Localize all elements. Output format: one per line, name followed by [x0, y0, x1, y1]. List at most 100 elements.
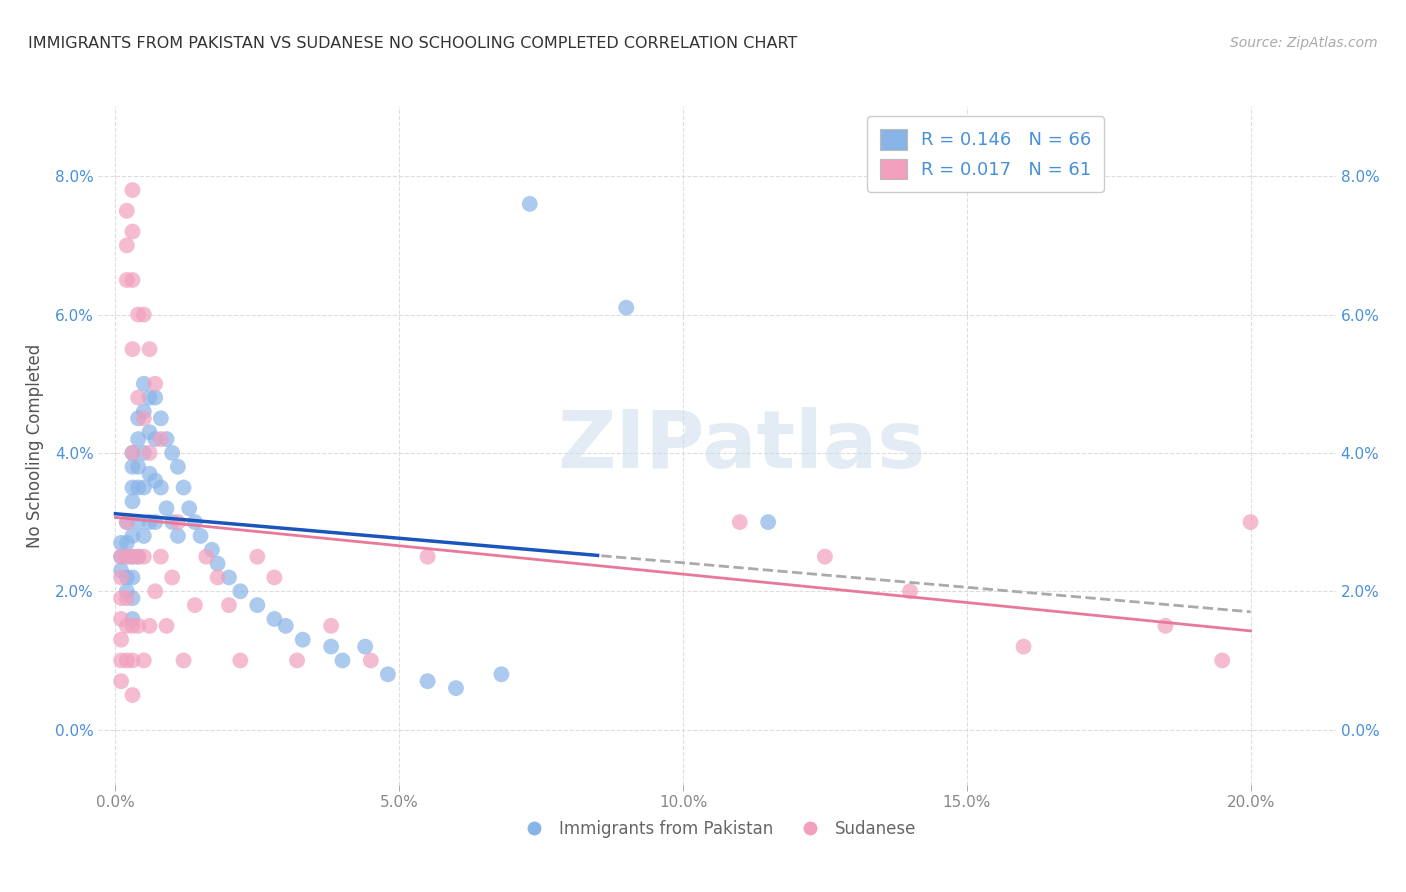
Point	[149, 481, 172, 495]
Point	[121, 591, 143, 606]
Point	[143, 432, 166, 446]
Point	[614, 301, 637, 315]
Point	[291, 632, 314, 647]
Point	[127, 481, 149, 495]
Point	[138, 446, 160, 460]
Point	[121, 446, 143, 460]
Point	[110, 591, 132, 606]
Point	[898, 584, 921, 599]
Point	[132, 549, 155, 564]
Point	[160, 570, 183, 584]
Point	[167, 515, 190, 529]
Point	[149, 411, 172, 425]
Point	[127, 619, 149, 633]
Point	[184, 515, 207, 529]
Point	[132, 481, 155, 495]
Point	[115, 584, 138, 599]
Point	[207, 570, 229, 584]
Point	[1012, 640, 1035, 654]
Point	[121, 446, 143, 460]
Point	[321, 619, 343, 633]
Point	[246, 598, 269, 612]
Point	[121, 459, 143, 474]
Point	[132, 411, 155, 425]
Point	[121, 570, 143, 584]
Point	[263, 612, 285, 626]
Point	[110, 674, 132, 689]
Point	[121, 612, 143, 626]
Point	[321, 640, 343, 654]
Point	[190, 529, 212, 543]
Point	[229, 584, 252, 599]
Point	[110, 549, 132, 564]
Point	[121, 619, 143, 633]
Point	[132, 404, 155, 418]
Point	[332, 653, 354, 667]
Point	[444, 681, 467, 695]
Point	[127, 515, 149, 529]
Point	[143, 391, 166, 405]
Point	[121, 273, 143, 287]
Point	[519, 197, 541, 211]
Point	[491, 667, 513, 681]
Point	[115, 273, 138, 287]
Point	[132, 653, 155, 667]
Point	[127, 459, 149, 474]
Point	[814, 549, 837, 564]
Point	[121, 529, 143, 543]
Point	[155, 619, 177, 633]
Point	[1239, 515, 1261, 529]
Point	[155, 501, 177, 516]
Point	[1154, 619, 1177, 633]
Point	[110, 536, 132, 550]
Y-axis label: No Schooling Completed: No Schooling Completed	[25, 344, 44, 548]
Point	[285, 653, 308, 667]
Point	[115, 619, 138, 633]
Point	[121, 342, 143, 356]
Point	[110, 653, 132, 667]
Point	[127, 549, 149, 564]
Point	[167, 459, 190, 474]
Point	[127, 411, 149, 425]
Point	[138, 391, 160, 405]
Point	[115, 549, 138, 564]
Point	[127, 391, 149, 405]
Point	[132, 529, 155, 543]
Point	[121, 549, 143, 564]
Point	[1211, 653, 1233, 667]
Point	[121, 225, 143, 239]
Point	[149, 432, 172, 446]
Point	[121, 481, 143, 495]
Point	[728, 515, 751, 529]
Point	[201, 542, 224, 557]
Point	[115, 238, 138, 252]
Point	[115, 203, 138, 218]
Point	[115, 653, 138, 667]
Point	[121, 494, 143, 508]
Legend: Immigrants from Pakistan, Sudanese: Immigrants from Pakistan, Sudanese	[510, 814, 924, 845]
Point	[115, 591, 138, 606]
Point	[274, 619, 297, 633]
Point	[115, 515, 138, 529]
Point	[110, 564, 132, 578]
Point	[416, 674, 439, 689]
Point	[155, 432, 177, 446]
Point	[132, 446, 155, 460]
Point	[360, 653, 382, 667]
Point	[354, 640, 377, 654]
Point	[110, 549, 132, 564]
Point	[263, 570, 285, 584]
Text: Source: ZipAtlas.com: Source: ZipAtlas.com	[1230, 36, 1378, 50]
Point	[121, 549, 143, 564]
Point	[138, 342, 160, 356]
Point	[115, 536, 138, 550]
Point	[115, 549, 138, 564]
Point	[173, 481, 195, 495]
Point	[121, 653, 143, 667]
Point	[138, 619, 160, 633]
Point	[110, 632, 132, 647]
Text: ZIPatlas: ZIPatlas	[558, 407, 927, 485]
Point	[756, 515, 779, 529]
Point	[229, 653, 252, 667]
Point	[138, 515, 160, 529]
